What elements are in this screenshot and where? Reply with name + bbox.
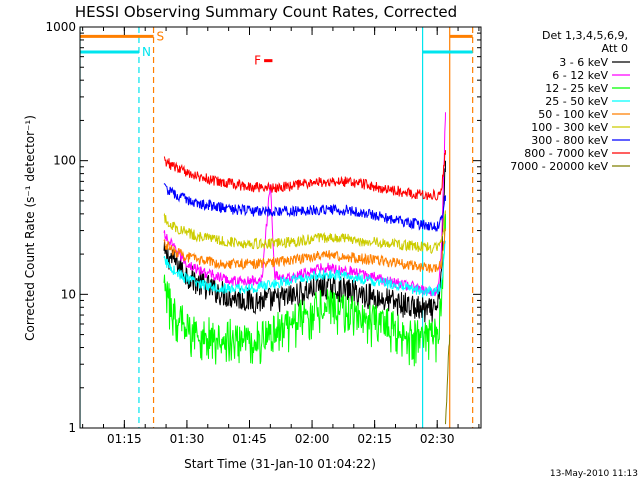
x-tick-label: 01:30 [170,432,205,446]
series-line [163,228,446,273]
legend-label: 800 - 7000 keV [524,147,608,160]
series-line [163,150,446,201]
x-tick-label: 02:30 [420,432,455,446]
footer-date: 13-May-2010 11:13 [550,469,638,479]
series-line [163,182,446,232]
legend-label: 7000 - 20000 keV [510,160,608,173]
legend-label: 6 - 12 keV [552,69,608,82]
legend-label: 12 - 25 keV [545,82,608,95]
y-tick-label: 1 [68,421,76,435]
flag-label: N [142,45,151,59]
x-tick-label: 02:00 [295,432,330,446]
x-tick-label: 01:15 [107,432,142,446]
y-tick-label: 100 [53,154,76,168]
plot-frame [79,26,482,429]
series-line [163,160,446,324]
flag-label: F [254,54,261,68]
series-line [163,240,446,297]
series-line [163,213,446,367]
chart-title: HESSI Observing Summary Count Rates, Cor… [75,3,457,21]
y-axis-title: Corrected Count Rate (s⁻¹ detector⁻¹) [23,115,37,341]
legend-label: 50 - 100 keV [538,108,608,121]
legend-label: 300 - 800 keV [531,134,608,147]
flag-label: S [157,29,165,43]
series-line [163,210,446,255]
x-tick-label: 01:45 [232,432,267,446]
legend-label: 100 - 300 keV [531,121,608,134]
legend-header: Att 0 [602,42,628,55]
x-axis-title: Start Time (31-Jan-10 01:04:22) [184,457,376,471]
legend-label: 25 - 50 keV [545,95,608,108]
legend-label: 3 - 6 keV [559,56,608,69]
series-line [445,334,451,425]
y-tick-label: 1000 [45,20,76,34]
x-tick-label: 02:15 [357,432,392,446]
legend-header: Det 1,3,4,5,6,9, [542,29,628,42]
y-tick-label: 10 [61,287,76,301]
